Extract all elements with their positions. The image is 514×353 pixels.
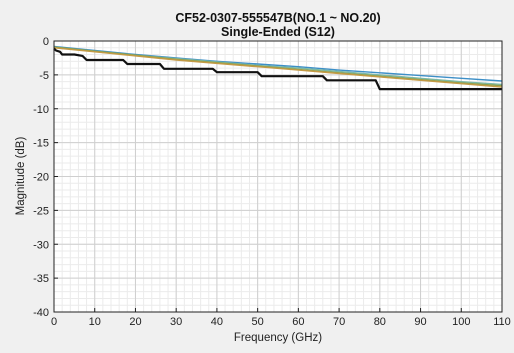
y-ticks: 0 -5 -10 -15 -20 -25 -30 -35 -40 <box>33 36 58 319</box>
y-tick-label: -10 <box>33 104 49 116</box>
x-ticks: 0 10 20 30 40 50 60 70 80 90 100 110 <box>51 308 511 328</box>
x-tick-label: 0 <box>51 316 57 328</box>
y-tick-label: -30 <box>33 239 49 251</box>
chart-title: CF52-0307-555547B(NO.1 ~ NO.20) <box>175 11 380 25</box>
y-tick-label: -15 <box>33 138 49 150</box>
series-line-4 <box>53 47 503 88</box>
x-tick-label: 60 <box>292 316 304 328</box>
y-tick-label: -20 <box>33 172 49 184</box>
x-tick-label: 90 <box>414 316 426 328</box>
y-tick-label: -40 <box>33 307 49 319</box>
y-axis-label: Magnitude (dB) <box>15 137 27 216</box>
x-tick-label: 80 <box>374 316 386 328</box>
x-tick-label: 50 <box>252 316 264 328</box>
x-tick-label: 110 <box>493 316 511 328</box>
x-tick-label: 40 <box>211 316 223 328</box>
x-axis-label: Frequency (GHz) <box>234 332 322 344</box>
x-tick-label: 20 <box>129 316 141 328</box>
x-tick-label: 70 <box>333 316 345 328</box>
y-tick-label: -5 <box>39 70 49 82</box>
y-tick-label: -25 <box>33 205 49 217</box>
x-tick-label: 100 <box>452 316 470 328</box>
chart-subtitle: Single-Ended (S12) <box>221 25 335 39</box>
y-tick-label: -35 <box>33 273 49 285</box>
x-tick-label: 10 <box>89 316 101 328</box>
series-layer <box>53 45 503 91</box>
series-line-5 <box>53 47 502 91</box>
x-tick-label: 30 <box>170 316 182 328</box>
y-tick-label: 0 <box>43 36 49 48</box>
